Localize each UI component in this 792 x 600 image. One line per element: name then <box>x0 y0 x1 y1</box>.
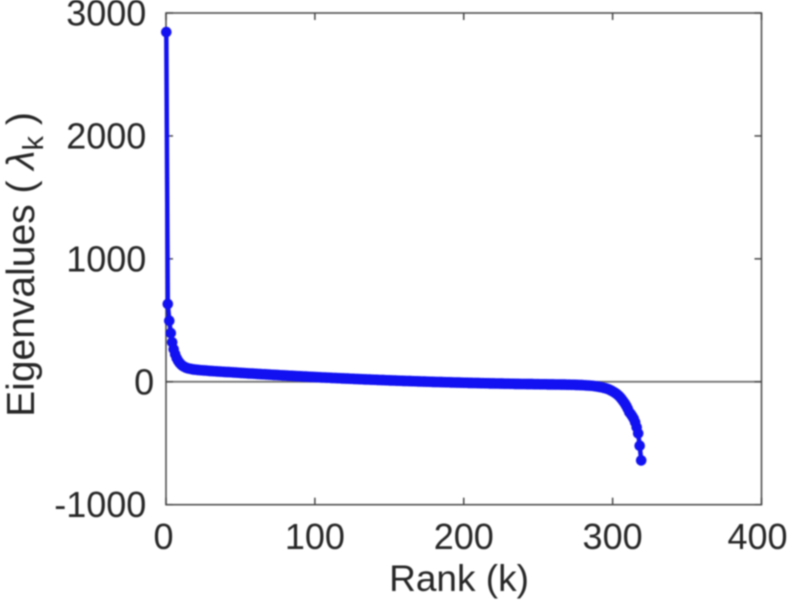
svg-text:0: 0 <box>134 361 154 402</box>
svg-text:2000: 2000 <box>66 115 146 156</box>
svg-text:3000: 3000 <box>66 0 146 34</box>
svg-text:1000: 1000 <box>66 238 146 279</box>
svg-text:200: 200 <box>434 516 494 557</box>
svg-text:Rank (k): Rank (k) <box>389 558 529 599</box>
svg-text:0: 0 <box>153 516 173 557</box>
svg-text:Eigenvalues ( λk ): Eigenvalues ( λk ) <box>0 112 50 417</box>
svg-text:100: 100 <box>285 516 345 557</box>
svg-text:400: 400 <box>727 516 787 557</box>
svg-text:300: 300 <box>583 516 643 557</box>
svg-text:-1000: -1000 <box>54 484 146 525</box>
